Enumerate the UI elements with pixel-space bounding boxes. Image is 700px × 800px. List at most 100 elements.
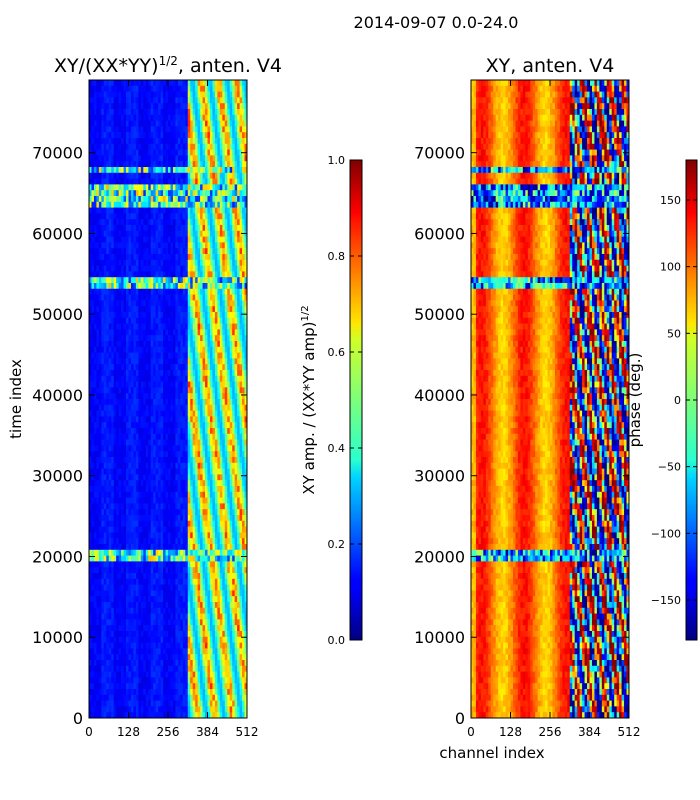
heatmap-cell: [150, 352, 154, 359]
heatmap-cell: [239, 526, 243, 533]
heatmap-cell: [153, 120, 157, 127]
heatmap-cell: [128, 190, 132, 197]
heatmap-cell: [126, 335, 129, 342]
heatmap-cell: [170, 497, 174, 504]
heatmap-cell: [237, 178, 240, 185]
heatmap-cell: [116, 184, 120, 191]
heatmap-cell: [182, 335, 186, 342]
heatmap-cell: [116, 329, 120, 336]
heatmap-cell: [130, 120, 134, 127]
heatmap-cell: [217, 300, 221, 307]
heatmap-cell: [163, 254, 166, 261]
heatmap-cell: [145, 410, 149, 417]
heatmap-cell: [175, 439, 179, 446]
heatmap-cell: [93, 323, 97, 330]
heatmap-cell: [244, 300, 248, 307]
heatmap-cell: [224, 526, 228, 533]
heatmap-cell: [232, 85, 236, 92]
heatmap-cell: [153, 497, 157, 504]
heatmap-cell: [130, 486, 134, 493]
heatmap-cell: [143, 167, 147, 174]
heatmap-cell: [224, 381, 228, 388]
heatmap-cell: [175, 306, 179, 313]
heatmap-cell: [170, 358, 174, 365]
heatmap-cell: [145, 172, 149, 179]
heatmap-cell: [160, 480, 164, 487]
heatmap-cell: [224, 393, 228, 400]
heatmap-cell: [163, 457, 166, 464]
heatmap-cell: [187, 132, 191, 139]
heatmap-cell: [160, 329, 164, 336]
heatmap-cell: [128, 288, 132, 295]
heatmap-cell: [108, 259, 112, 266]
heatmap-cell: [212, 138, 216, 145]
heatmap-cell: [158, 242, 161, 249]
heatmap-cell: [108, 219, 112, 226]
heatmap-cell: [103, 196, 107, 203]
heatmap-cell: [118, 97, 122, 104]
heatmap-cell: [103, 422, 107, 429]
heatmap-cell: [153, 422, 157, 429]
heatmap-cell: [180, 109, 184, 116]
heatmap-cell: [214, 288, 218, 295]
heatmap-cell: [239, 439, 243, 446]
heatmap-cell: [130, 515, 134, 522]
heatmap-cell: [163, 428, 166, 435]
heatmap-cell: [108, 207, 112, 214]
heatmap-cell: [163, 172, 166, 179]
heatmap-cell: [128, 474, 132, 481]
heatmap-cell: [205, 451, 208, 458]
heatmap-cell: [195, 167, 199, 174]
heatmap-cell: [212, 219, 216, 226]
heatmap-cell: [237, 277, 240, 284]
heatmap-cell: [143, 219, 147, 226]
heatmap-cell: [96, 85, 100, 92]
heatmap-cell: [91, 364, 95, 371]
heatmap-cell: [148, 178, 152, 185]
heatmap-cell: [244, 317, 248, 324]
heatmap-cell: [205, 155, 208, 162]
heatmap-cell: [197, 138, 201, 145]
heatmap-cell: [185, 358, 189, 365]
heatmap-cell: [160, 433, 164, 440]
heatmap-cell: [190, 399, 194, 406]
heatmap-cell: [145, 375, 149, 382]
heatmap-cell: [143, 451, 147, 458]
heatmap-cell: [98, 219, 102, 226]
heatmap-cell: [202, 457, 206, 464]
heatmap-cell: [163, 341, 166, 348]
heatmap-cell: [192, 225, 196, 232]
heatmap-cell: [113, 503, 117, 510]
heatmap-cell: [116, 236, 120, 243]
heatmap-cell: [190, 178, 194, 185]
heatmap-cell: [108, 474, 112, 481]
heatmap-cell: [214, 120, 218, 127]
heatmap-cell: [207, 138, 211, 145]
heatmap-cell: [130, 445, 134, 452]
heatmap-cell: [148, 184, 152, 191]
heatmap-cell: [214, 439, 218, 446]
heatmap-cell: [182, 248, 186, 255]
heatmap-cell: [195, 474, 199, 481]
heatmap-cell: [197, 364, 201, 371]
heatmap-cell: [205, 439, 208, 446]
heatmap-cell: [145, 80, 149, 87]
heatmap-cell: [234, 341, 238, 348]
heatmap-cell: [150, 433, 154, 440]
heatmap-cell: [227, 254, 231, 261]
heatmap-cell: [175, 515, 179, 522]
heatmap-cell: [168, 422, 171, 429]
heatmap-cell: [212, 503, 216, 510]
heatmap-cell: [232, 149, 236, 156]
heatmap-cell: [229, 120, 233, 127]
heatmap-cell: [130, 497, 134, 504]
heatmap-cell: [224, 358, 228, 365]
heatmap-cell: [116, 242, 120, 249]
heatmap-cell: [126, 283, 129, 290]
heatmap-cell: [192, 184, 196, 191]
heatmap-cell: [200, 294, 203, 301]
heatmap-cell: [222, 364, 226, 371]
heatmap-cell: [239, 323, 243, 330]
heatmap-cell: [190, 468, 194, 475]
heatmap-cell: [224, 329, 228, 336]
